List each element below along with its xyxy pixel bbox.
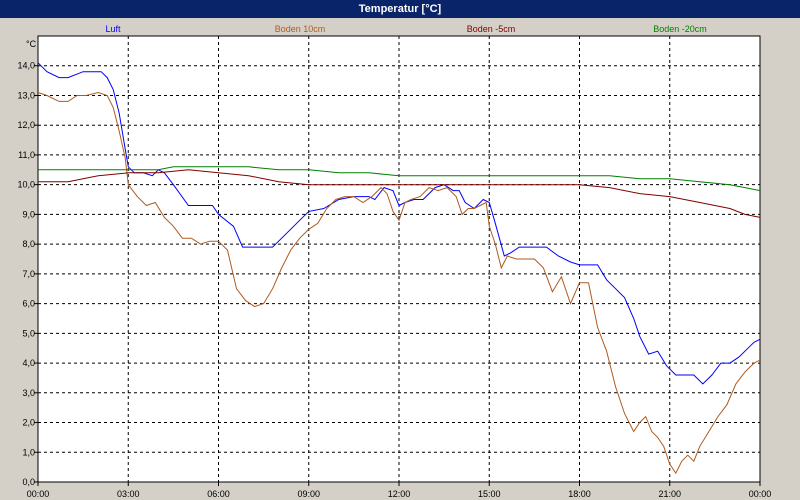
y-tick-label: 10,0 [17,180,35,190]
x-tick-time: 15:00 [478,489,501,499]
series-line-2 [38,169,761,218]
series-line-0 [37,62,761,385]
y-tick-label: 5,0 [22,328,35,338]
x-tick-time: 21:00 [658,489,681,499]
x-tick-time: 00:00 [749,489,772,499]
legend-item-0: Luft [105,24,121,34]
x-axis-ticks: 00:0019.11.2003:0019.11.2006:0019.11.200… [27,482,772,499]
series-line-3 [38,166,761,192]
y-axis-ticks: 0,0 1,0 2,0 3,0 4,0 5,0 6,0 7,0 8,0 9,0 10,0 11,0 12… [17,61,38,487]
window-title: Temperatur [°C] [0,0,800,18]
x-tick-time: 03:00 [117,489,140,499]
y-tick-label: 14,0 [17,61,35,71]
y-tick-label: 9,0 [22,209,35,219]
y-tick-label: 1,0 [22,447,35,457]
x-tick-time: 12:00 [388,489,411,499]
y-tick-label: 11,0 [18,150,35,160]
legend-item-3: Boden -20cm [653,24,707,34]
x-tick-time: 06:00 [207,489,230,499]
y-tick-label: 0,0 [22,477,35,487]
legend-item-2: Boden -5cm [467,24,516,34]
legend-item-1: Boden 10cm [275,24,326,34]
x-tick-time: 00:00 [27,489,50,499]
y-tick-label: 3,0 [22,388,35,398]
temperature-chart: Luft Boden 10cm Boden -5cm Boden -20cm °C 0… [17,24,772,499]
series-lines [37,62,761,475]
legend: Luft Boden 10cm Boden -5cm Boden -20cm [105,24,706,34]
x-tick-time: 09:00 [297,489,320,499]
y-tick-label: 12,0 [17,120,35,130]
x-tick-time: 18:00 [568,489,591,499]
y-axis-unit-label: °C [26,39,37,49]
y-tick-label: 8,0 [22,239,35,249]
y-tick-label: 7,0 [22,269,35,279]
series-line-1 [37,91,761,475]
y-tick-label: 2,0 [22,418,35,428]
y-tick-label: 6,0 [22,299,35,309]
y-tick-label: 13,0 [17,90,35,100]
y-tick-label: 4,0 [22,358,35,368]
